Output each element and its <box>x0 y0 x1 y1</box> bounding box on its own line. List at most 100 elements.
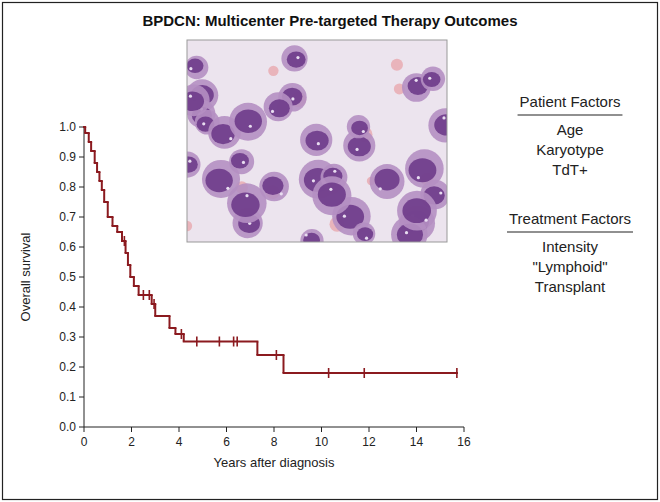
vacuole <box>291 97 294 100</box>
vacuole <box>329 188 332 191</box>
y-tick-label: 0.4 <box>59 300 76 314</box>
vacuole <box>202 122 205 125</box>
nucleus <box>187 59 203 74</box>
y-tick-label: 0.6 <box>59 240 76 254</box>
y-tick <box>79 187 84 188</box>
censor-mark <box>233 337 235 347</box>
x-tick-label: 14 <box>410 435 424 449</box>
cell <box>300 229 323 242</box>
cell <box>227 183 267 223</box>
step-segment <box>257 354 283 356</box>
step-drop <box>121 232 123 241</box>
step-drop <box>96 163 98 172</box>
x-tick-label: 10 <box>315 435 329 449</box>
x-tick <box>131 427 132 432</box>
censor-mark <box>153 299 155 309</box>
vacuole <box>365 237 368 240</box>
nucleus <box>348 136 371 156</box>
step-segment <box>175 333 183 335</box>
micrograph-frame <box>187 40 447 242</box>
y-tick <box>79 307 84 308</box>
group-item: Karyotype <box>536 141 604 158</box>
y-tick <box>79 367 84 368</box>
group-heading: Treatment Factors <box>509 210 631 227</box>
heading-rule <box>507 231 633 232</box>
step-drop <box>90 142 92 151</box>
group-item: "Lymphoid" <box>532 258 607 275</box>
figure: BPDCN: Multicenter Pre-targeted Therapy … <box>0 0 660 502</box>
y-tick-label: 1.0 <box>59 120 76 134</box>
curve <box>84 127 458 378</box>
vacuole <box>296 56 299 59</box>
cell <box>421 67 445 91</box>
censor-mark <box>124 236 126 246</box>
step-drop <box>101 181 103 190</box>
nucleus <box>269 99 290 117</box>
step-drop <box>103 190 105 202</box>
vacuole <box>226 187 229 190</box>
step-drop <box>183 334 185 342</box>
vacuole <box>189 95 192 98</box>
y-tick-label: 0.9 <box>59 150 76 164</box>
vacuole <box>343 215 346 218</box>
nucleus <box>262 177 283 195</box>
step-drop <box>256 342 258 356</box>
micrograph-ground <box>187 40 447 242</box>
censor-mark <box>149 290 151 300</box>
vacuole <box>280 192 283 195</box>
x-tick <box>84 427 85 432</box>
chart-title: BPDCN: Multicenter Pre-targeted Therapy … <box>142 12 517 29</box>
y-tick <box>79 427 84 428</box>
vacuole <box>249 125 252 128</box>
vacuole <box>242 161 245 164</box>
nucleus <box>374 169 399 191</box>
red-cell <box>187 221 192 231</box>
x-axis-title: Years after diagnosis <box>214 455 335 470</box>
nucleus <box>205 169 232 193</box>
step-drop <box>127 253 129 265</box>
group-item: Transplant <box>535 278 606 295</box>
cell <box>187 152 200 178</box>
nucleus <box>351 121 368 135</box>
step-drop <box>129 265 131 277</box>
step-segment <box>184 341 258 343</box>
y-tick <box>79 157 84 158</box>
vacuole <box>317 142 320 145</box>
censor-mark <box>328 368 330 378</box>
x-tick <box>416 427 417 432</box>
step-drop <box>94 151 96 163</box>
cell <box>300 124 332 156</box>
step-drop <box>283 355 285 373</box>
nucleus <box>423 72 441 87</box>
red-cell <box>268 66 278 76</box>
cell <box>264 92 293 121</box>
censor-mark <box>236 337 238 347</box>
cell <box>281 45 307 71</box>
y-tick-label: 0.5 <box>59 270 76 284</box>
vacuole <box>379 187 382 190</box>
cell <box>347 115 370 138</box>
cell <box>187 84 210 116</box>
group-item: Age <box>557 121 584 138</box>
cell <box>229 103 267 141</box>
nucleus <box>231 193 259 218</box>
step-drop <box>107 202 109 217</box>
x-tick-label: 6 <box>223 435 230 449</box>
group-heading: Patient Factors <box>520 93 621 110</box>
y-tick-label: 0.1 <box>59 390 76 404</box>
step-drop <box>169 316 171 328</box>
y-axis-title: Overall survival <box>18 232 33 321</box>
step-drop <box>133 277 135 286</box>
y-tick-label: 0.7 <box>59 210 76 224</box>
x-tick <box>226 427 227 432</box>
vacuole <box>428 77 431 80</box>
vacuole <box>229 137 232 140</box>
vacuole <box>188 160 191 163</box>
censor-mark <box>196 337 198 347</box>
vacuole <box>424 219 427 222</box>
vacuole <box>312 179 315 182</box>
nucleus <box>434 114 447 135</box>
cell <box>312 176 351 215</box>
nucleus <box>187 91 204 111</box>
vacuole <box>439 191 442 194</box>
